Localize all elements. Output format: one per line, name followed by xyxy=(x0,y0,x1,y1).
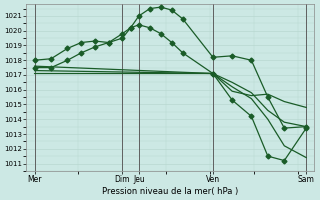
X-axis label: Pression niveau de la mer( hPa ): Pression niveau de la mer( hPa ) xyxy=(102,187,238,196)
